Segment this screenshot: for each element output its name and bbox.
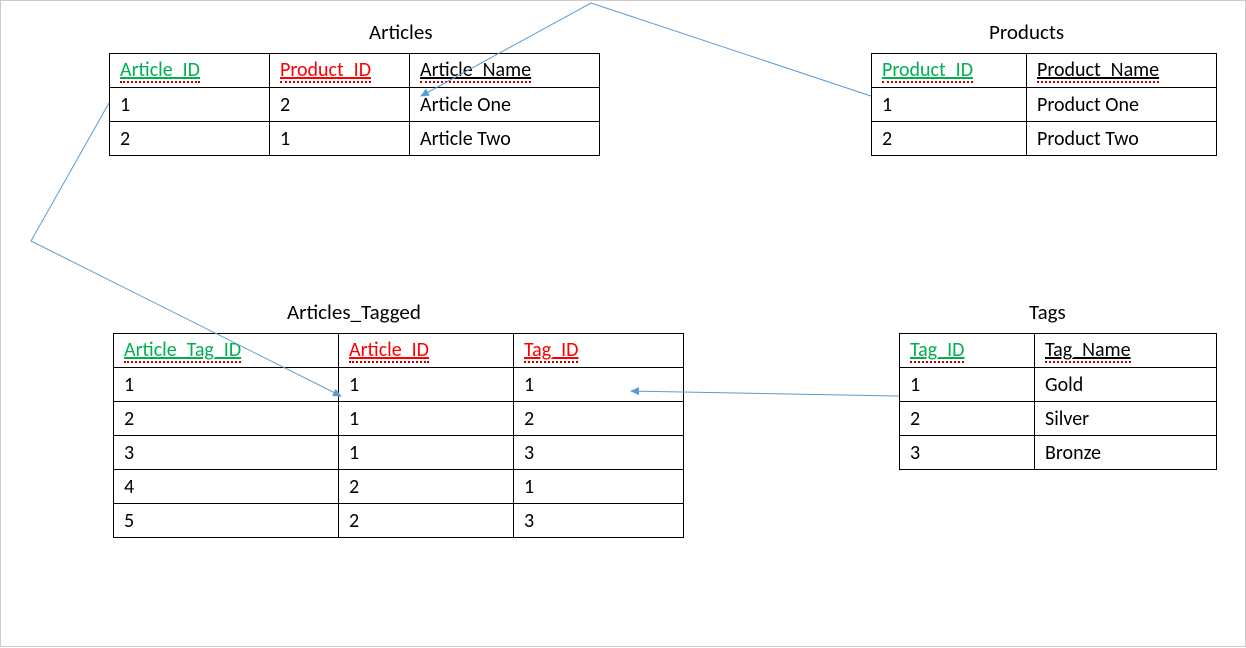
articles-header-row: Article_ID Product_ID Article_Name	[110, 54, 600, 88]
cell: 5	[114, 504, 339, 538]
cell: 3	[514, 504, 684, 538]
products-table: Product_ID Product_Name 1 Product One 2 …	[871, 53, 1217, 156]
articles-title: Articles	[369, 19, 433, 45]
cell: 2	[270, 88, 410, 122]
products-col-product-name: Product_Name	[1037, 59, 1159, 83]
cell: 3	[114, 436, 339, 470]
cell: Gold	[1035, 368, 1217, 402]
articles-col-article-id: Article_ID	[120, 59, 200, 83]
cell: 2	[900, 402, 1035, 436]
cell: 2	[514, 402, 684, 436]
articles-tagged-col-tag-id: Tag_ID	[524, 339, 578, 363]
products-header-row: Product_ID Product_Name	[872, 54, 1217, 88]
products-title: Products	[989, 19, 1064, 45]
cell: 2	[110, 122, 270, 156]
table-row: 2 Silver	[900, 402, 1217, 436]
cell: 1	[114, 368, 339, 402]
articles-col-product-id: Product_ID	[280, 59, 371, 83]
table-row: 3 Bronze	[900, 436, 1217, 470]
tags-col-tag-id: Tag_ID	[910, 339, 964, 363]
cell: 1	[110, 88, 270, 122]
table-row: 2 1 Article Two	[110, 122, 600, 156]
table-row: 1 Product One	[872, 88, 1217, 122]
table-row: 1 2 Article One	[110, 88, 600, 122]
tags-header-row: Tag_ID Tag_Name	[900, 334, 1217, 368]
articles-tagged-header-row: Article_Tag_ID Article_ID Tag_ID	[114, 334, 684, 368]
cell: 3	[514, 436, 684, 470]
cell: 2	[872, 122, 1027, 156]
table-row: 2 Product Two	[872, 122, 1217, 156]
cell: Article One	[410, 88, 600, 122]
cell: 1	[514, 470, 684, 504]
articles-table: Article_ID Product_ID Article_Name 1 2 A…	[109, 53, 600, 156]
table-row: 1 Gold	[900, 368, 1217, 402]
articles-tagged-title: Articles_Tagged	[287, 299, 421, 325]
cell: 1	[872, 88, 1027, 122]
table-row: 4 2 1	[114, 470, 684, 504]
table-row: 1 1 1	[114, 368, 684, 402]
articles-col-article-name: Article_Name	[420, 59, 531, 83]
articles-tagged-table: Article_Tag_ID Article_ID Tag_ID 1 1 1 2…	[113, 333, 684, 538]
cell: 2	[114, 402, 339, 436]
cell: Silver	[1035, 402, 1217, 436]
cell: 1	[270, 122, 410, 156]
tags-table: Tag_ID Tag_Name 1 Gold 2 Silver 3 Bronze	[899, 333, 1217, 470]
articles-tagged-col-article-id: Article_ID	[349, 339, 429, 363]
cell: 1	[339, 368, 514, 402]
products-col-product-id: Product_ID	[882, 59, 973, 83]
cell: 1	[339, 436, 514, 470]
tags-title: Tags	[1029, 299, 1066, 325]
cell: Product One	[1027, 88, 1217, 122]
cell: 1	[900, 368, 1035, 402]
cell: 2	[339, 504, 514, 538]
cell: 1	[339, 402, 514, 436]
table-row: 2 1 2	[114, 402, 684, 436]
cell: Product Two	[1027, 122, 1217, 156]
table-row: 5 2 3	[114, 504, 684, 538]
cell: Bronze	[1035, 436, 1217, 470]
table-row: 3 1 3	[114, 436, 684, 470]
diagram-canvas: Articles Article_ID Product_ID Article_N…	[0, 0, 1246, 647]
cell: 3	[900, 436, 1035, 470]
cell: Article Two	[410, 122, 600, 156]
articles-tagged-col-article-tag-id: Article_Tag_ID	[124, 339, 241, 363]
cell: 1	[514, 368, 684, 402]
tags-col-tag-name: Tag_Name	[1045, 339, 1131, 363]
cell: 4	[114, 470, 339, 504]
cell: 2	[339, 470, 514, 504]
